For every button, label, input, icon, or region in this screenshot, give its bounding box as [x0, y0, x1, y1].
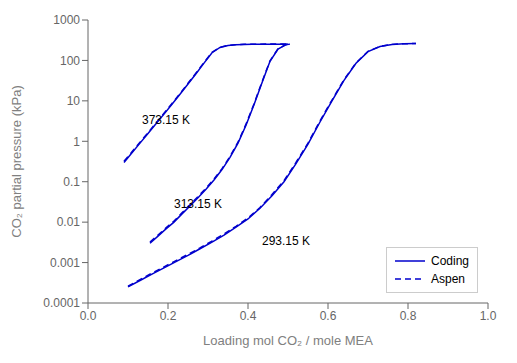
svg-text:0.2: 0.2 — [160, 309, 177, 323]
svg-text:Loading mol CO₂ / mole MEA: Loading mol CO₂ / mole MEA — [203, 333, 373, 348]
svg-text:0.4: 0.4 — [240, 309, 257, 323]
svg-text:373.15 K: 373.15 K — [142, 113, 190, 127]
svg-text:293.15 K: 293.15 K — [262, 234, 310, 248]
svg-text:1: 1 — [73, 135, 80, 149]
svg-text:313.15 K: 313.15 K — [174, 197, 222, 211]
svg-text:0.6: 0.6 — [320, 309, 337, 323]
svg-text:1000: 1000 — [53, 13, 80, 27]
svg-text:0.001: 0.001 — [50, 256, 80, 270]
svg-text:10: 10 — [67, 94, 81, 108]
html-text:Aspen: Aspen — [431, 272, 465, 286]
svg-text:0.0: 0.0 — [80, 309, 97, 323]
svg-text:CO₂ partial pressure (kPa): CO₂ partial pressure (kPa) — [9, 85, 24, 237]
svg-text:1.0: 1.0 — [480, 309, 497, 323]
svg-text:0.0001: 0.0001 — [43, 296, 80, 310]
html-text:Coding: Coding — [431, 254, 469, 268]
svg-text:0.1: 0.1 — [63, 175, 80, 189]
svg-text:0.8: 0.8 — [400, 309, 417, 323]
svg-text:0.01: 0.01 — [57, 215, 81, 229]
svg-text:100: 100 — [60, 54, 80, 68]
